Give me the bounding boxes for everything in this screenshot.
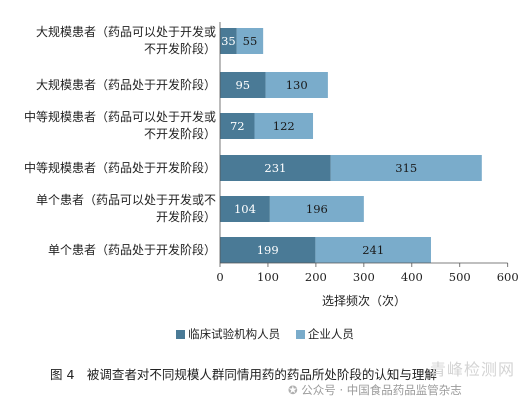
category-label-5: 单个患者（药品处于开发阶段） bbox=[11, 242, 216, 259]
category-label-line: 单个患者（药品可以处于开发或不 bbox=[35, 193, 216, 207]
bar-value-clinical-0: 35 bbox=[221, 34, 236, 48]
category-label-line: 大规模患者（药品处于开发阶段） bbox=[35, 77, 216, 92]
category-label-line: 不开发阶段） bbox=[143, 42, 216, 56]
category-label-line: 中等规模患者（药品可以处于开发或 bbox=[23, 110, 216, 124]
bar-clinical-0 bbox=[220, 28, 237, 54]
bar-clinical-5 bbox=[220, 237, 316, 263]
bar-value-enterprise-2: 122 bbox=[273, 119, 295, 133]
legend: 临床试验机构人员 企业人员 bbox=[0, 326, 530, 342]
category-label-2: 中等规模患者（药品可以处于开发或不开发阶段） bbox=[11, 109, 216, 143]
legend-swatch-clinical bbox=[176, 329, 186, 339]
bar-clinical-3 bbox=[220, 155, 331, 181]
legend-label-enterprise: 企业人员 bbox=[307, 327, 354, 341]
x-tick-label-400: 400 bbox=[401, 270, 423, 284]
legend-item-enterprise: 企业人员 bbox=[295, 326, 354, 342]
x-tick-label-100: 100 bbox=[257, 270, 279, 284]
bar-enterprise-0 bbox=[236, 28, 264, 54]
bar-value-enterprise-1: 130 bbox=[286, 78, 308, 92]
x-axis: 0 100 200 300 400 500 600 bbox=[216, 22, 519, 284]
legend-swatch-enterprise bbox=[295, 329, 305, 339]
bars-group: 35 55 95 130 72 122 231 315 104 196 199 241 bbox=[220, 28, 482, 263]
category-label-line: 不开发阶段） bbox=[143, 127, 216, 141]
x-tick-label-600: 600 bbox=[497, 270, 519, 284]
bar-value-enterprise-3: 315 bbox=[395, 161, 417, 175]
legend-label-clinical: 临床试验机构人员 bbox=[188, 327, 281, 341]
x-tick-label-300: 300 bbox=[353, 270, 375, 284]
category-label-3: 中等规模患者（药品处于开发阶段） bbox=[11, 160, 216, 177]
category-label-line: 单个患者（药品处于开发阶段） bbox=[47, 242, 216, 257]
bar-clinical-1 bbox=[220, 72, 266, 98]
bar-value-enterprise-4: 196 bbox=[306, 202, 328, 216]
wechat-icon: ✪ bbox=[288, 383, 298, 397]
category-label-line: 大规模患者（药品可以处于开发或 bbox=[35, 25, 216, 39]
bar-value-clinical-3: 231 bbox=[264, 161, 286, 175]
figure-caption: 图 4 被调查者对不同规模人群同情用药的药品所处阶段的认知与理解 bbox=[50, 367, 437, 382]
bar-enterprise-1 bbox=[265, 72, 328, 98]
bar-value-enterprise-0: 55 bbox=[243, 34, 258, 48]
watermark-account-text: 公众号 · 中国食品药品监管杂志 bbox=[301, 383, 462, 397]
category-label-0: 大规模患者（药品可以处于开发或不开发阶段） bbox=[11, 24, 216, 58]
bar-value-clinical-5: 199 bbox=[257, 243, 279, 257]
category-label-line: 中等规模患者（药品处于开发阶段） bbox=[23, 160, 216, 175]
bar-enterprise-3 bbox=[330, 155, 482, 181]
bar-enterprise-2 bbox=[254, 113, 314, 139]
bar-value-clinical-1: 95 bbox=[235, 78, 250, 92]
category-label-1: 大规模患者（药品处于开发阶段） bbox=[11, 77, 216, 94]
watermark-brand: 青峰检测网 bbox=[430, 360, 516, 379]
x-tick-label-200: 200 bbox=[305, 270, 327, 284]
category-label-line: 开发阶段） bbox=[155, 210, 216, 224]
x-axis-title: 选择频次（次） bbox=[321, 294, 406, 308]
watermark-account: ✪ 公众号 · 中国食品药品监管杂志 bbox=[288, 382, 462, 398]
x-tick-label-500: 500 bbox=[449, 270, 471, 284]
bar-value-clinical-2: 72 bbox=[230, 119, 245, 133]
category-label-4: 单个患者（药品可以处于开发或不开发阶段） bbox=[11, 192, 216, 226]
legend-item-clinical: 临床试验机构人员 bbox=[176, 326, 280, 342]
bar-clinical-2 bbox=[220, 113, 255, 139]
x-tick-label-0: 0 bbox=[216, 270, 223, 284]
bar-value-enterprise-5: 241 bbox=[362, 243, 384, 257]
bar-enterprise-5 bbox=[315, 237, 431, 263]
bar-enterprise-4 bbox=[269, 196, 364, 222]
bar-value-clinical-4: 104 bbox=[234, 202, 256, 216]
bar-clinical-4 bbox=[220, 196, 270, 222]
